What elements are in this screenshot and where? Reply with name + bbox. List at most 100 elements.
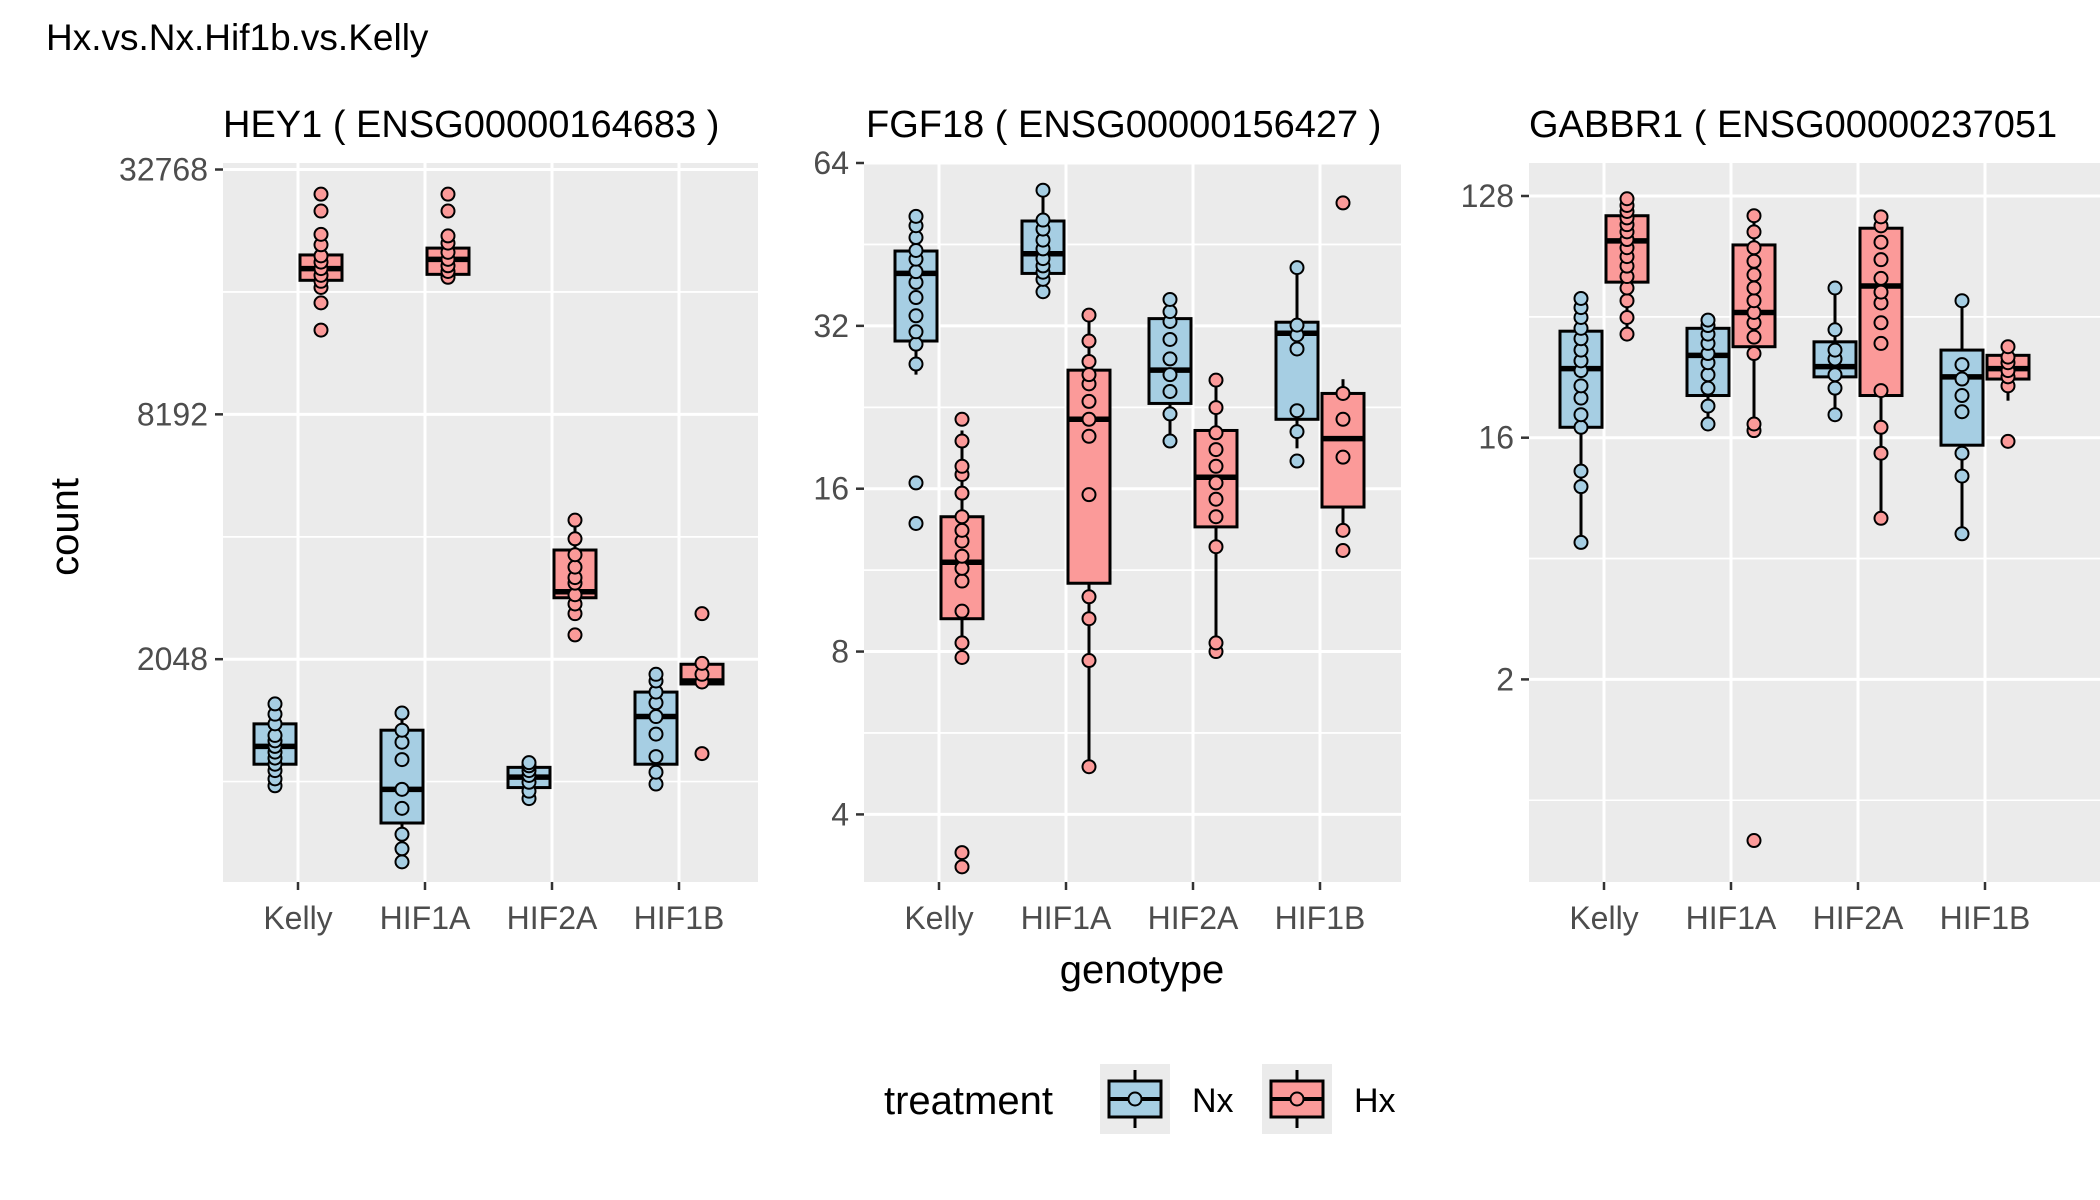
- boxplot-hx: [939, 411, 985, 875]
- data-point: [1208, 475, 1224, 491]
- data-point: [694, 606, 710, 622]
- data-point: [954, 458, 970, 474]
- data-point: [1081, 367, 1097, 383]
- y-tick-label: 32: [813, 308, 849, 344]
- data-point: [1289, 453, 1305, 469]
- data-point: [313, 295, 329, 311]
- data-point: [1289, 317, 1305, 333]
- y-tick-label: 4: [831, 796, 849, 832]
- data-point: [1081, 393, 1097, 409]
- data-point: [1746, 224, 1762, 240]
- data-point: [954, 845, 970, 861]
- data-point: [313, 322, 329, 338]
- data-point: [1035, 284, 1051, 300]
- data-point: [1162, 367, 1178, 383]
- data-point: [694, 655, 710, 671]
- data-point: [1208, 509, 1224, 525]
- data-point: [954, 548, 970, 564]
- y-tick-label: 128: [1461, 178, 1514, 214]
- data-point: [394, 752, 410, 768]
- data-point: [1208, 635, 1224, 651]
- data-point: [954, 635, 970, 651]
- panels: HEY1 ( ENSG00000164683 ) 2048 8192 32768 Kel…: [119, 104, 2100, 936]
- data-point: [567, 531, 583, 547]
- data-point: [1162, 331, 1178, 347]
- boxplot-nx: [252, 696, 298, 794]
- data-point: [1208, 458, 1224, 474]
- boxplot-hx: [552, 512, 598, 643]
- data-point: [1746, 293, 1762, 309]
- data-point: [1746, 208, 1762, 224]
- boxplot-nx: [506, 755, 552, 807]
- x-tick-label: HIF1B: [1275, 900, 1366, 936]
- x-tick-label: HIF2A: [1148, 900, 1239, 936]
- data-point: [1873, 383, 1889, 399]
- data-point: [1619, 309, 1635, 325]
- facet-panel: FGF18 ( ENSG00000156427 ) 4 8 16 32 64 Kelly HI…: [813, 104, 1401, 936]
- data-point: [1746, 346, 1762, 362]
- data-point: [1162, 304, 1178, 320]
- y-tick-label: 64: [813, 145, 849, 181]
- data-point: [954, 411, 970, 427]
- legend-item-nx: Nx: [1100, 1064, 1234, 1134]
- boxplot-nx: [1147, 291, 1193, 449]
- data-point: [394, 841, 410, 857]
- data-point: [440, 228, 456, 244]
- data-point: [908, 290, 924, 306]
- data-point: [567, 627, 583, 643]
- y-tick-label: 8: [831, 634, 849, 670]
- data-point: [908, 208, 924, 224]
- data-point: [1827, 380, 1843, 396]
- data-point: [1208, 372, 1224, 388]
- data-point: [908, 336, 924, 352]
- data-point: [954, 560, 970, 576]
- data-point: [394, 722, 410, 738]
- data-point: [1035, 212, 1051, 228]
- y-tick-label: 32768: [119, 152, 208, 188]
- panel-plot-area: [864, 163, 1401, 882]
- legend-key-point: [1289, 1091, 1305, 1107]
- data-point: [1335, 411, 1351, 427]
- data-point: [1827, 342, 1843, 358]
- data-point: [440, 186, 456, 202]
- x-tick-label: Kelly: [263, 900, 332, 936]
- data-point: [908, 475, 924, 491]
- data-point: [567, 512, 583, 528]
- data-point: [1873, 419, 1889, 435]
- data-point: [908, 324, 924, 340]
- data-point: [567, 559, 583, 575]
- boxplot-hx: [1193, 372, 1239, 660]
- data-point: [648, 764, 664, 780]
- x-axis-title: genotype: [1060, 948, 1225, 992]
- data-point: [1335, 542, 1351, 558]
- data-point: [1081, 353, 1097, 369]
- data-point: [1081, 411, 1097, 427]
- data-point: [1335, 195, 1351, 211]
- data-point: [1619, 326, 1635, 342]
- data-point: [1081, 428, 1097, 444]
- y-tick-label: 16: [813, 471, 849, 507]
- x-tick-label: HIF2A: [507, 900, 598, 936]
- data-point: [648, 749, 664, 765]
- boxplot-hx: [1985, 339, 2031, 449]
- boxplot-hx: [679, 606, 725, 762]
- data-point: [1873, 445, 1889, 461]
- data-point: [440, 203, 456, 219]
- data-point: [1746, 267, 1762, 283]
- data-point: [1573, 419, 1589, 435]
- data-point: [1289, 403, 1305, 419]
- data-point: [1573, 290, 1589, 306]
- legend-item-hx: Hx: [1262, 1064, 1396, 1134]
- boxplot-nx: [633, 666, 679, 792]
- data-point: [1954, 388, 1970, 404]
- data-point: [2000, 339, 2016, 355]
- data-point: [954, 573, 970, 589]
- data-point: [567, 547, 583, 563]
- boxplot-nx: [379, 705, 425, 870]
- data-point: [313, 203, 329, 219]
- data-point: [1873, 510, 1889, 526]
- legend-label: Nx: [1192, 1082, 1234, 1120]
- data-point: [1746, 253, 1762, 269]
- data-point: [1827, 322, 1843, 338]
